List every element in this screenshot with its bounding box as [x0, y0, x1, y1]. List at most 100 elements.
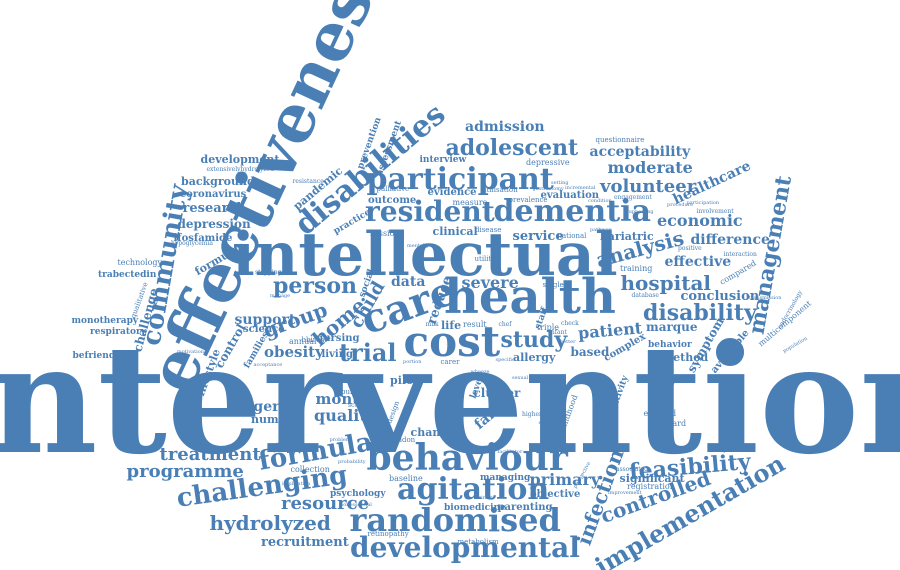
word-treatment: treatment — [159, 444, 261, 465]
word-positive: positive — [678, 245, 702, 252]
word-urinary: urinary — [475, 494, 495, 501]
word-motivational: motivational — [177, 348, 209, 355]
word-problem: problem — [329, 436, 351, 443]
word-marque: marque — [646, 320, 698, 334]
word-parenting: parenting — [497, 502, 553, 513]
word-managing: managing — [480, 472, 531, 483]
word-difference: difference — [690, 232, 770, 248]
word-intervention: intervention — [0, 312, 900, 488]
word-milk: milk — [425, 321, 439, 328]
word-hypoglycemia: hypoglycemia — [171, 240, 213, 247]
word-behaviour: behaviour — [366, 437, 568, 479]
word-nonessential: nonessential — [340, 501, 372, 508]
word-biomedicine: biomedicine — [444, 502, 506, 513]
word-disability: disability — [643, 300, 757, 326]
word-acceptability: acceptability — [589, 144, 691, 160]
word-month: month — [315, 389, 371, 408]
word-stepping: stepping — [255, 269, 282, 276]
word-study: study — [500, 327, 568, 353]
word-england: england — [643, 409, 677, 418]
word-dementia: dementia — [493, 194, 651, 229]
word-conclusion: conclusion — [680, 288, 760, 304]
word-wheeze: wheeze — [470, 368, 490, 375]
word-triple: triple — [537, 323, 560, 332]
word-bariatric: bariatric — [600, 229, 654, 243]
word-adolescent: adolescent — [445, 135, 579, 161]
word-resource: resource — [281, 493, 370, 514]
word-bbirch: bbirch — [301, 335, 325, 344]
word-befriending: befriending — [72, 350, 132, 361]
word-participant: participant — [366, 162, 554, 197]
word-based: based — [570, 345, 610, 359]
word-living: living — [321, 349, 353, 360]
word-evaluation: evaluation — [540, 190, 600, 201]
word-data: data — [391, 274, 426, 290]
word-incremental: incremental — [565, 184, 596, 191]
word-metabolism: metabolism — [457, 537, 499, 546]
word-experienced: experienced — [716, 446, 754, 453]
word-higher: higher — [522, 411, 542, 418]
word-technology: technology — [117, 258, 163, 267]
word-training: training — [620, 264, 653, 273]
word-engagement: engagement — [614, 194, 652, 201]
word-interaction: interaction — [723, 251, 757, 258]
word-hospital: hospital — [620, 271, 712, 295]
word-single: single — [542, 280, 564, 289]
word-number: number — [251, 412, 300, 426]
word-obesity: obesity — [264, 342, 324, 361]
word-better: better — [560, 338, 576, 345]
word-public: public — [341, 387, 363, 396]
word-eligible: eligible — [538, 419, 558, 426]
word-specific: specific — [495, 356, 515, 363]
word-clinical: clinical — [432, 224, 478, 238]
word-probability: probability — [338, 458, 366, 465]
word-moderate: moderate — [607, 158, 693, 177]
word-palliative: palliative — [376, 184, 410, 193]
word-effective: effective — [664, 254, 732, 270]
word-setting: setting — [551, 179, 569, 186]
word-portion: portion — [403, 358, 422, 365]
word-person: person — [273, 273, 358, 299]
word-carer: carer — [440, 357, 460, 366]
word-background: background — [181, 174, 255, 188]
word-chef: chef — [498, 321, 512, 328]
word-change: change — [410, 425, 456, 439]
word-psychology: psychology — [330, 488, 386, 499]
word-surgery: surgery — [228, 399, 288, 415]
word-ifosfamide: ifosfamide — [173, 233, 233, 244]
word-baseline: baseline — [389, 474, 423, 483]
word-economic: economic — [657, 211, 743, 230]
word-quality: quality — [314, 406, 377, 425]
word-disease: disease — [475, 225, 502, 234]
word-allergy: allergy — [513, 350, 556, 364]
word-annual: annual — [289, 337, 317, 346]
word-sexual: sexual — [512, 374, 529, 381]
word-database: database — [631, 292, 659, 299]
word-outcome: outcome — [368, 195, 417, 206]
word-trabectedin: trabectedin — [98, 269, 157, 280]
word-implication: implication — [282, 480, 311, 487]
word-improvement: improvement — [608, 489, 642, 496]
word-behavior: behavior — [648, 339, 692, 350]
word-developmental: developmental — [350, 531, 580, 564]
word-life: life — [441, 318, 462, 332]
word-condition: condition — [588, 197, 612, 204]
word-recruitment: recruitment — [261, 534, 349, 550]
word-associated: associated — [616, 466, 649, 473]
word-gastrostomy: gastrostomy — [532, 185, 564, 192]
word-pilot: pilot — [390, 373, 419, 387]
word-result: result — [463, 320, 487, 329]
word-resistance: resistance — [292, 178, 324, 185]
word-checklist: checklist — [540, 429, 564, 436]
word-research: research — [182, 200, 246, 216]
word-registration: registration — [627, 482, 675, 491]
word-science: science — [243, 324, 285, 335]
word-questionnaire: questionnaire — [595, 135, 645, 144]
word-standard: standard — [650, 419, 687, 428]
word-primary: primary — [529, 470, 601, 489]
word-agitation: agitation — [397, 472, 550, 507]
word-utility: utility — [474, 254, 496, 263]
word-service: service — [512, 228, 564, 244]
word-raising: raising — [449, 436, 467, 443]
